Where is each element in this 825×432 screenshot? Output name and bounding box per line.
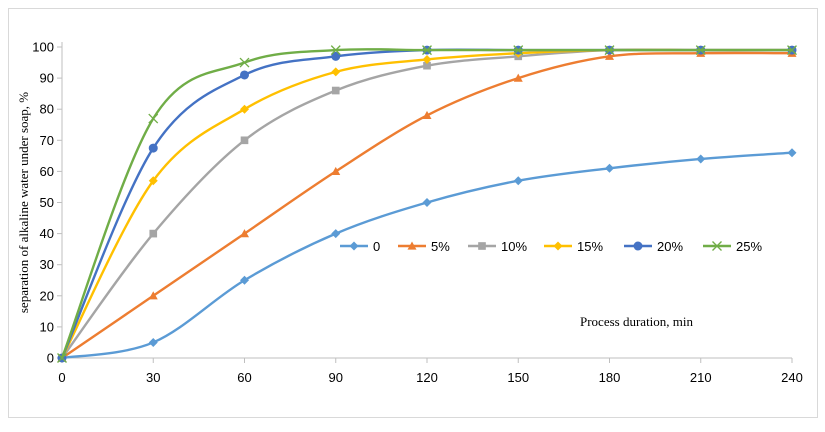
legend-swatch-marker: [349, 241, 359, 251]
chart-frame: [8, 8, 818, 418]
legend-swatch-marker: [553, 241, 563, 251]
data-point: [148, 337, 158, 347]
x-axis-title: Process duration, min: [580, 314, 694, 329]
data-point: [422, 198, 432, 207]
data-point: [422, 45, 432, 56]
data-point: [239, 57, 250, 68]
data-point: [240, 229, 249, 238]
data-point: [148, 113, 159, 124]
series-line: [60, 47, 792, 359]
data-point: [513, 45, 524, 56]
data-point: [240, 70, 249, 80]
legend-label: 5%: [431, 239, 450, 254]
data-point: [148, 143, 158, 153]
y-tick-label: 30: [40, 257, 54, 272]
x-tick-label: 150: [507, 370, 529, 385]
data-point: [513, 73, 523, 82]
data-point: [331, 67, 341, 77]
y-tick-label: 80: [40, 102, 54, 117]
x-tick-label: 210: [690, 370, 712, 385]
x-tick-label: 180: [599, 370, 621, 385]
marker-stroke: [787, 45, 797, 56]
marker-stroke: [148, 113, 159, 124]
data-point: [331, 166, 341, 175]
x-tick-label: 240: [781, 370, 803, 385]
data-point: [423, 61, 431, 70]
data-point: [240, 104, 249, 114]
data-point: [787, 148, 797, 158]
marker-stroke: [695, 45, 706, 56]
data-point: [240, 275, 249, 285]
data-point: [604, 45, 615, 56]
marker-stroke: [239, 57, 250, 68]
data-point: [148, 176, 158, 186]
data-point: [696, 154, 706, 164]
data-point: [605, 51, 614, 60]
marker-stroke: [57, 353, 67, 363]
marker-stroke: [330, 45, 341, 56]
legend-swatch-marker: [478, 242, 486, 250]
legend-item: 10%: [468, 239, 527, 254]
x-tick-label: 90: [329, 370, 343, 385]
legend-swatch-marker: [712, 241, 722, 251]
y-tick-label: 90: [40, 71, 54, 86]
data-point: [513, 176, 523, 186]
legend-item: 5%: [398, 239, 450, 254]
legend: 0 5% 10% 15% 20% 25%: [340, 239, 762, 254]
y-tick-label: 70: [40, 133, 54, 148]
y-tick-label: 40: [40, 226, 54, 241]
data-point: [330, 45, 341, 56]
series-6: [57, 45, 797, 363]
y-tick-label: 60: [40, 164, 54, 179]
data-point: [149, 229, 158, 238]
series-layer: [57, 45, 797, 363]
legend-item: 25%: [703, 239, 762, 254]
y-axis-title: separation of alkaline water under soap,…: [16, 92, 31, 313]
y-tick-label: 0: [47, 351, 54, 366]
legend-label: 0: [373, 239, 380, 254]
axes: 0 10 20 30 40 50 60 70 80 90 100 0 30 60 90 120 150 180 21…: [32, 40, 803, 386]
data-point: [148, 291, 158, 300]
legend-swatch-marker: [407, 241, 417, 250]
data-point: [695, 45, 706, 56]
x-tick-label: 30: [146, 370, 160, 385]
y-tick-label: 100: [32, 40, 54, 55]
legend-item: 15%: [544, 239, 603, 254]
data-point: [422, 110, 432, 120]
data-point: [605, 163, 614, 173]
x-tick-label: 60: [237, 370, 251, 385]
legend-label: 25%: [736, 239, 762, 254]
data-point: [331, 229, 341, 239]
marker-stroke: [712, 241, 722, 251]
legend-swatch-marker: [633, 241, 643, 251]
y-tick-label: 10: [40, 319, 54, 334]
x-tick-label: 120: [416, 370, 438, 385]
data-point: [331, 51, 341, 61]
data-point: [787, 45, 797, 56]
data-point: [331, 86, 340, 95]
marker-stroke: [422, 45, 432, 56]
series-line: [61, 51, 793, 359]
data-point: [57, 353, 67, 363]
data-point: [240, 136, 249, 145]
legend-item: 20%: [624, 239, 683, 254]
series-1: [57, 148, 797, 363]
legend-label: 15%: [577, 239, 603, 254]
y-tick-label: 20: [40, 288, 54, 303]
data-point: [422, 54, 432, 64]
legend-label: 20%: [657, 239, 683, 254]
x-tick-label: 0: [58, 370, 65, 385]
marker-stroke: [604, 45, 615, 56]
marker-stroke: [513, 45, 524, 56]
legend-item: 0: [340, 239, 380, 254]
y-tick-label: 50: [40, 195, 54, 210]
legend-label: 10%: [501, 239, 527, 254]
